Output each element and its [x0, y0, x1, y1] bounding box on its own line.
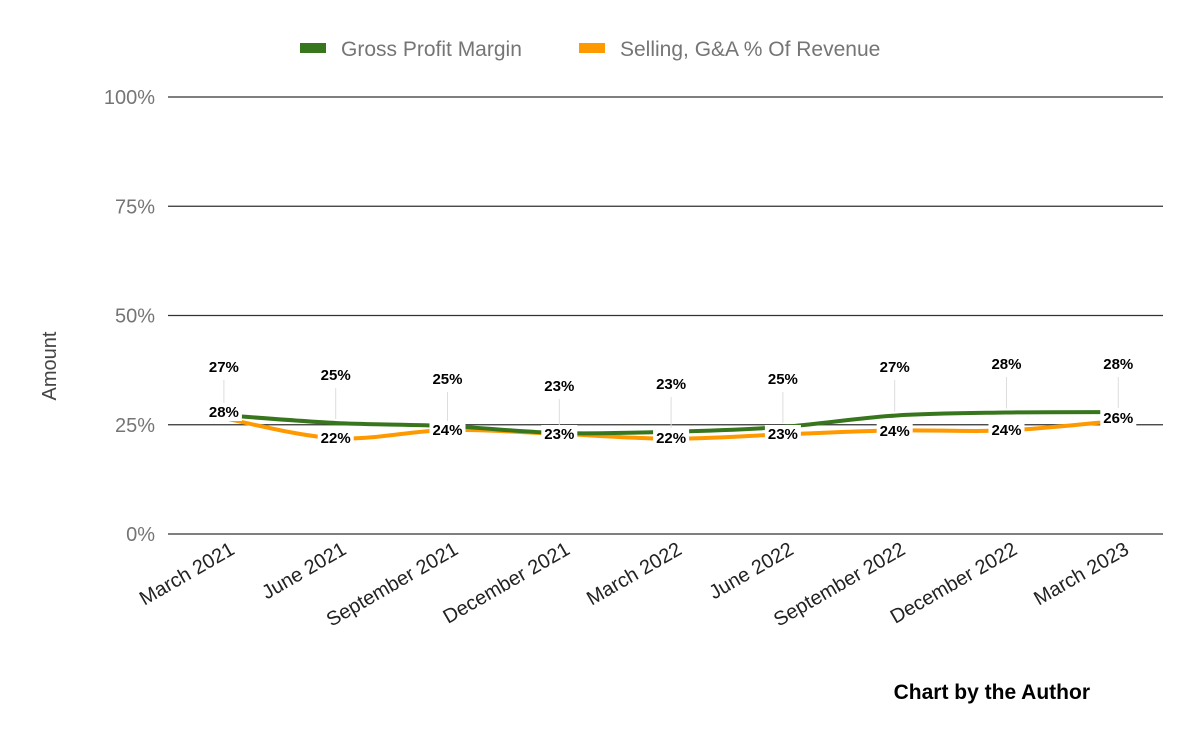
label-leader-lines: [223, 377, 1119, 430]
data-label-gross-profit-margin: 28%: [991, 356, 1021, 373]
legend-swatch-gross-profit-margin: [300, 43, 326, 53]
data-label-gross-profit-margin: 25%: [768, 371, 798, 388]
gridlines: [168, 96, 1163, 535]
data-label-selling-ga: 24%: [991, 422, 1021, 439]
x-tick-label: March 2023: [1030, 538, 1132, 610]
legend: Gross Profit Margin Selling, G&A % Of Re…: [300, 38, 880, 61]
data-label-background: [764, 425, 801, 443]
data-label-selling-ga: 26%: [1103, 410, 1133, 427]
legend-label-selling-ga: Selling, G&A % Of Revenue: [620, 38, 880, 61]
y-tick-label: 50%: [115, 306, 155, 328]
y-axis-title: Amount: [39, 331, 61, 400]
data-label-gross-profit-margin: 28%: [1103, 356, 1133, 373]
y-tick-label: 25%: [115, 415, 155, 437]
data-label-gross-profit-margin: 23%: [544, 378, 574, 395]
x-tick-label: June 2022: [705, 538, 797, 604]
data-label-background: [876, 422, 913, 440]
data-label-background: [988, 421, 1025, 439]
data-label-selling-ga: 28%: [209, 404, 239, 421]
data-label-selling-ga: 22%: [656, 430, 686, 447]
x-tick-label: December 2021: [440, 538, 574, 628]
data-label-background: [205, 403, 242, 421]
data-label-background: [541, 425, 578, 443]
x-tick-label: March 2022: [583, 538, 685, 610]
x-tick-label: June 2021: [258, 538, 350, 604]
data-label-gross-profit-margin: 25%: [321, 367, 351, 384]
data-label-selling-ga: 23%: [544, 426, 574, 443]
chart-credit: Chart by the Author: [894, 681, 1090, 704]
data-label-selling-ga: 23%: [768, 426, 798, 443]
data-label-gross-profit-margin: 23%: [656, 376, 686, 393]
data-label-gross-profit-margin: 25%: [432, 371, 462, 388]
legend-label-gross-profit-margin: Gross Profit Margin: [341, 38, 522, 61]
data-label-gross-profit-margin: 27%: [880, 359, 910, 376]
data-label-background: [429, 421, 466, 439]
data-label-selling-ga: 24%: [432, 422, 462, 439]
x-tick-label: December 2022: [887, 538, 1021, 628]
data-labels: 27% 25% 25% 23% 23% 25% 27% 28% 28% 28% 22% 24% 23% 2…: [205, 356, 1137, 447]
data-label-selling-ga: 22%: [321, 430, 351, 447]
data-label-selling-ga: 24%: [880, 423, 910, 440]
x-tick-label: March 2021: [136, 538, 238, 610]
y-tick-label: 75%: [115, 196, 155, 218]
data-label-gross-profit-margin: 27%: [209, 359, 239, 376]
data-label-background: [1100, 409, 1137, 427]
y-tick-label: 0%: [126, 524, 155, 546]
y-axis-ticks: 0% 25% 50% 75% 100%: [104, 87, 155, 546]
legend-swatch-selling-ga: [579, 43, 605, 53]
data-label-background: [317, 429, 354, 447]
data-label-background: [653, 429, 690, 447]
y-tick-label: 100%: [104, 87, 155, 109]
